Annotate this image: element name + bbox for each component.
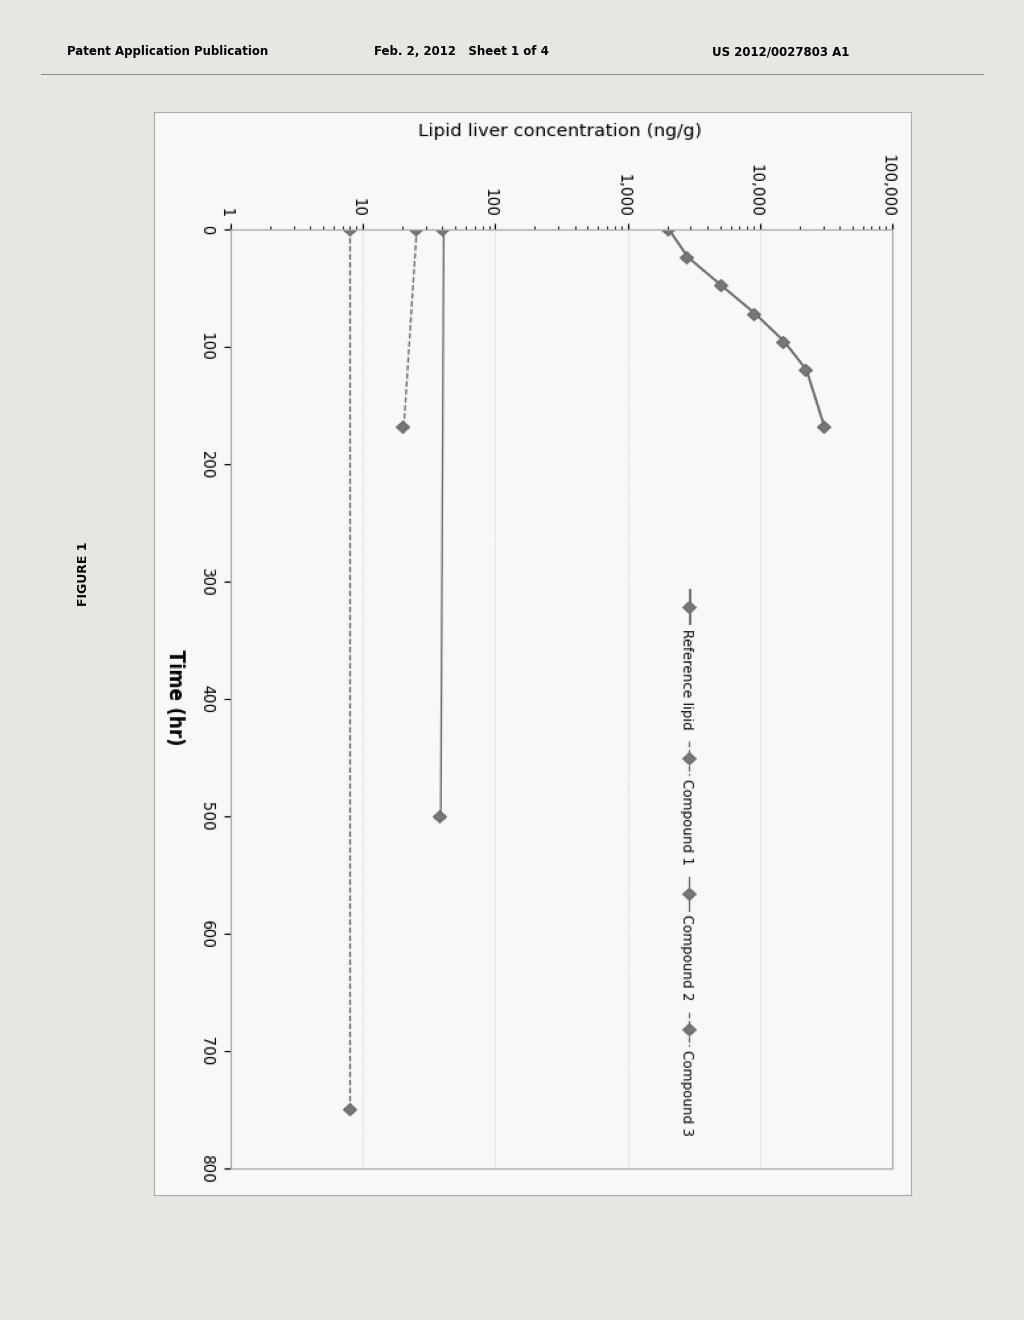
Text: US 2012/0027803 A1: US 2012/0027803 A1 [712, 45, 849, 58]
Text: Feb. 2, 2012   Sheet 1 of 4: Feb. 2, 2012 Sheet 1 of 4 [374, 45, 549, 58]
Text: Patent Application Publication: Patent Application Publication [67, 45, 268, 58]
Text: FIGURE 1: FIGURE 1 [78, 543, 90, 606]
